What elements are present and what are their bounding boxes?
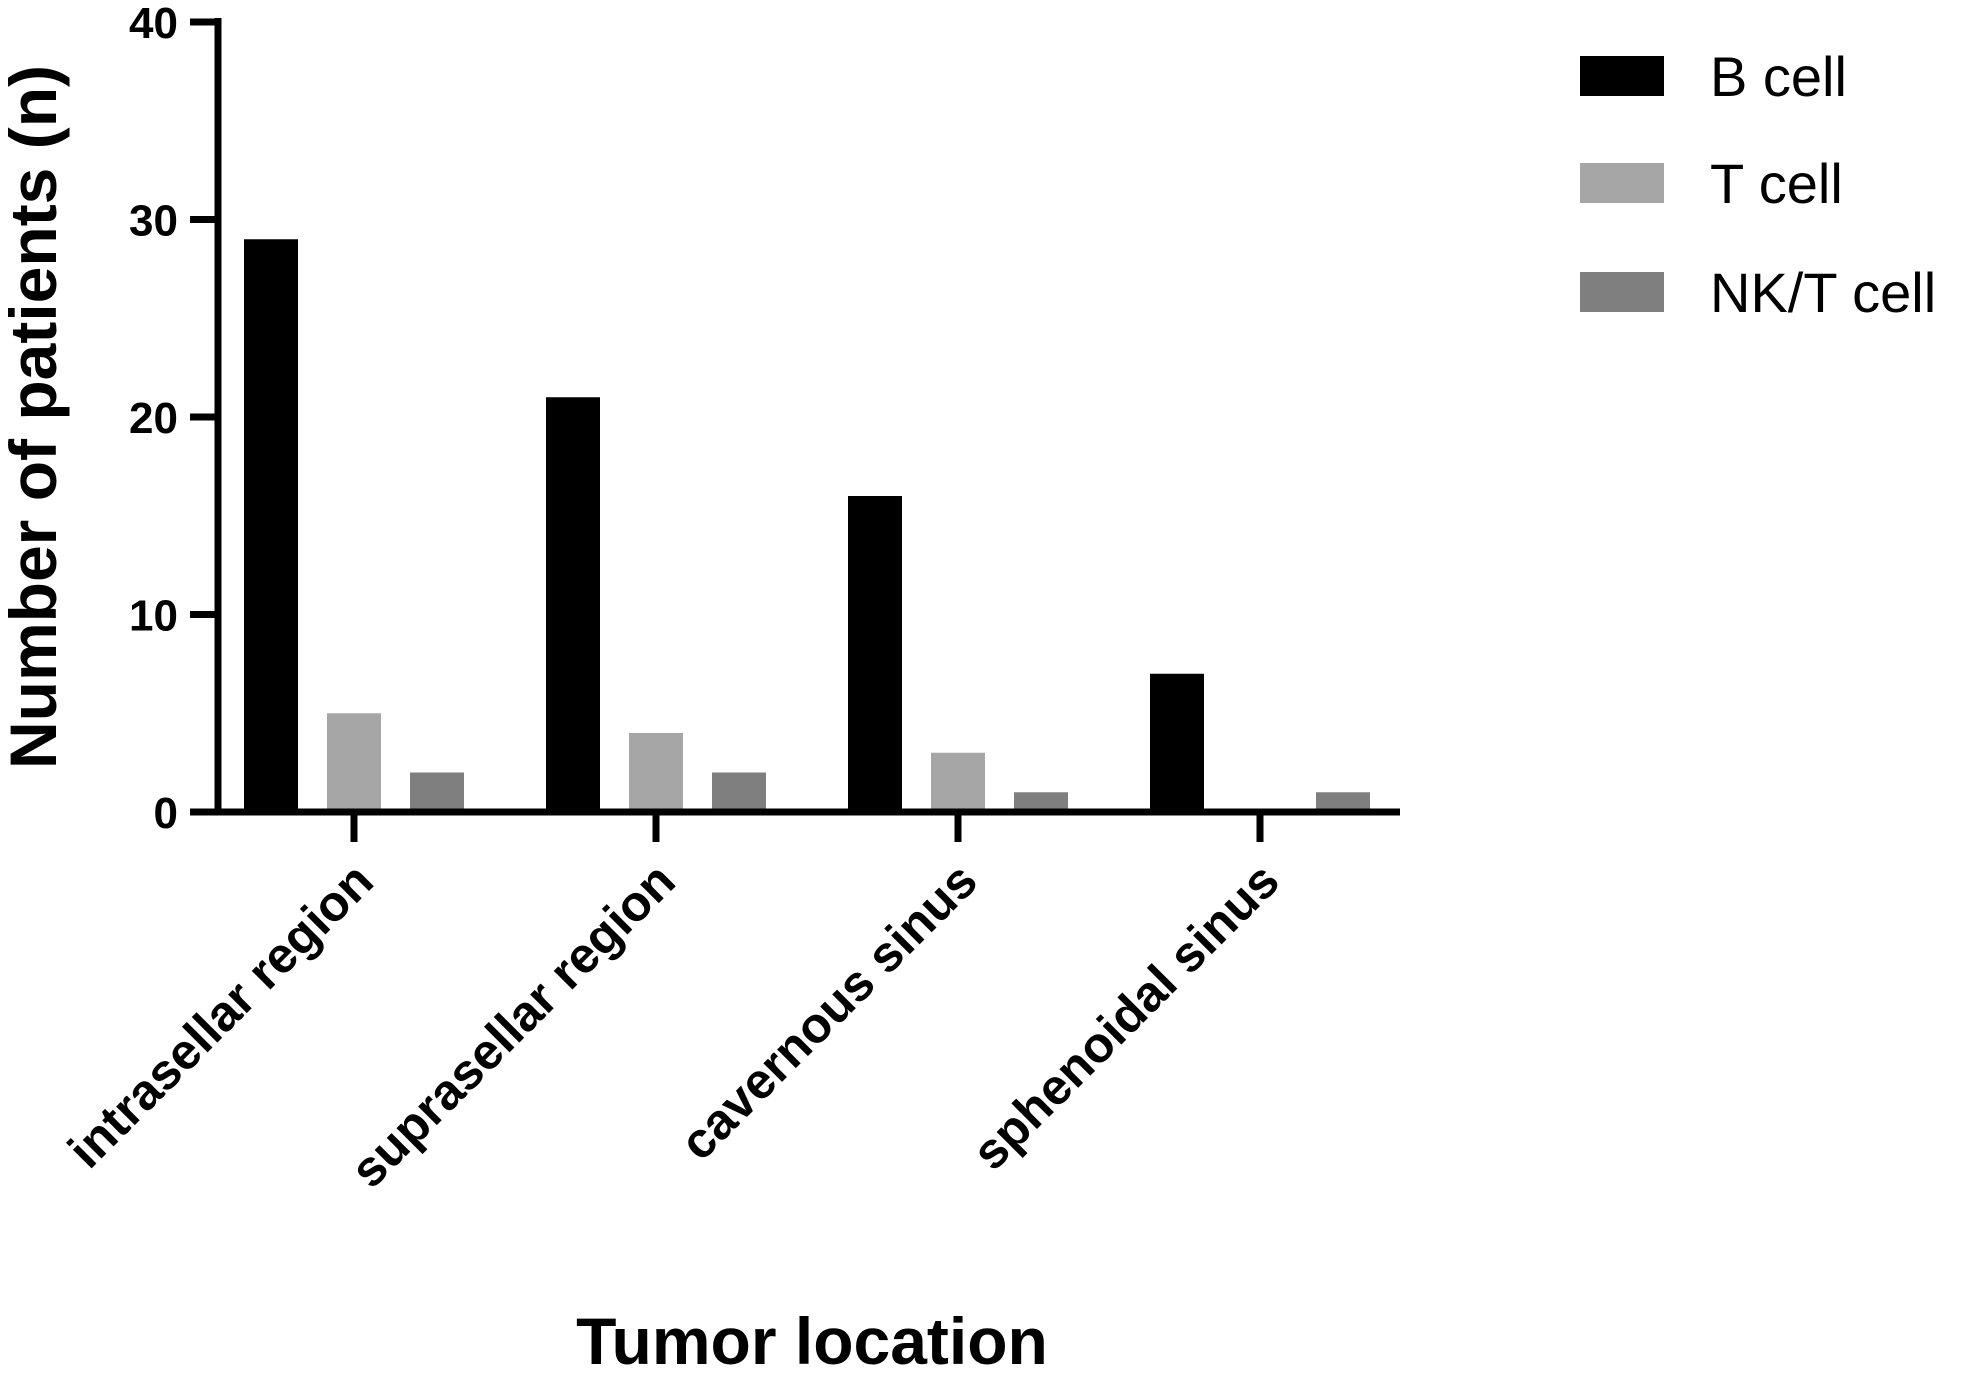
y-tick-label-0: 0 bbox=[154, 789, 178, 838]
bar-nk-t-cell-cavernous-sinus bbox=[1014, 792, 1068, 812]
y-tick-label-40: 40 bbox=[129, 0, 178, 48]
x-tick-label-intrasellar-region: intrasellar region bbox=[57, 852, 383, 1178]
legend-swatch-nk-t-cell bbox=[1580, 272, 1664, 312]
x-tick-label-suprasellar-region: suprasellar region bbox=[340, 852, 686, 1198]
bar-t-cell-suprasellar-region bbox=[629, 733, 683, 812]
x-tick-label-cavernous-sinus: cavernous sinus bbox=[669, 852, 988, 1171]
y-axis-title: Number of patients (n) bbox=[0, 65, 70, 769]
axes-layer bbox=[190, 18, 1400, 842]
bar-b-cell-cavernous-sinus bbox=[848, 496, 902, 812]
bar-t-cell-cavernous-sinus bbox=[931, 752, 985, 812]
legend-label-nk-t-cell: NK/T cell bbox=[1710, 261, 1936, 324]
legend-swatch-b-cell bbox=[1580, 56, 1664, 96]
bars-layer bbox=[244, 239, 1370, 812]
legend: B cell T cell NK/T cell bbox=[1580, 45, 1936, 324]
legend-swatch-t-cell bbox=[1580, 163, 1664, 203]
x-axis-title: Tumor location bbox=[576, 1304, 1048, 1373]
y-tick-label-30: 30 bbox=[129, 197, 178, 246]
legend-label-b-cell: B cell bbox=[1710, 45, 1847, 108]
bar-b-cell-intrasellar-region bbox=[244, 239, 298, 812]
y-tick-label-20: 20 bbox=[129, 394, 178, 443]
x-tick-label-sphenoidal-sinus: sphenoidal sinus bbox=[961, 852, 1289, 1180]
bar-b-cell-sphenoidal-sinus bbox=[1150, 673, 1204, 812]
legend-label-t-cell: T cell bbox=[1710, 152, 1843, 215]
y-tick-label-10: 10 bbox=[129, 592, 178, 641]
bar-b-cell-suprasellar-region bbox=[546, 397, 600, 812]
bar-nk-t-cell-suprasellar-region bbox=[712, 772, 766, 812]
bar-nk-t-cell-sphenoidal-sinus bbox=[1316, 792, 1370, 812]
bar-t-cell-intrasellar-region bbox=[327, 713, 381, 812]
bar-nk-t-cell-intrasellar-region bbox=[410, 772, 464, 812]
